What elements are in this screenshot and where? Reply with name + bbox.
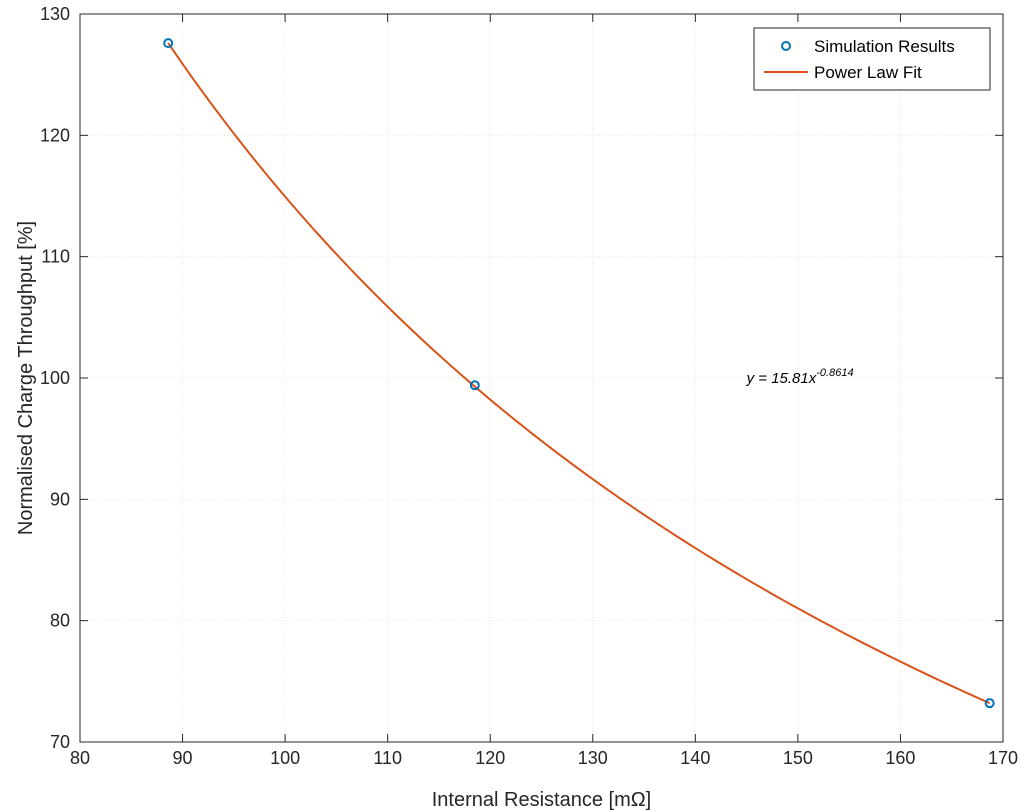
simulation-result-point	[984, 698, 995, 709]
y-tick-label: 70	[50, 732, 70, 752]
y-axis-title: Normalised Charge Throughput [%]	[15, 221, 37, 535]
x-tick-label: 130	[578, 748, 608, 768]
equation-main: y = 15.81x	[746, 370, 817, 387]
x-tick-label: 150	[783, 748, 813, 768]
y-tick-labels: 70 80 90 100 110 120 130	[40, 4, 70, 752]
x-axis-title: Internal Resistance [mΩ]	[432, 789, 651, 811]
legend-label-simulation-results: Simulation Results	[814, 37, 955, 56]
y-tick-label: 120	[40, 125, 70, 145]
axis-ticks	[79, 13, 1004, 743]
y-tick-label: 100	[40, 368, 70, 388]
series-layer	[163, 38, 995, 709]
x-tick-label: 90	[173, 748, 193, 768]
simulation-result-point	[469, 380, 480, 391]
x-tick-label: 80	[70, 748, 90, 768]
power-law-fit-line	[167, 42, 991, 705]
x-tick-label: 100	[270, 748, 300, 768]
legend-box	[753, 27, 991, 91]
equation-exponent: -0.8614	[816, 367, 853, 379]
x-tick-label: 160	[885, 748, 915, 768]
legend-label-power-law-fit: Power Law Fit	[814, 63, 922, 82]
y-tick-label: 110	[41, 247, 70, 267]
x-tick-label: 140	[680, 748, 710, 768]
x-tick-labels: 80 90 100 110 120 130 140 150 160 170	[70, 748, 1018, 768]
x-tick-label: 120	[475, 748, 505, 768]
simulation-result-point	[163, 38, 174, 49]
x-tick-label: 170	[988, 748, 1018, 768]
legend: Simulation Results Power Law Fit	[753, 27, 991, 91]
legend-marker-simulation-results	[781, 41, 791, 51]
y-tick-label: 90	[50, 489, 70, 509]
y-tick-label: 80	[50, 611, 70, 631]
equation-annotation: y = 15.81x-0.8614	[746, 367, 854, 387]
y-tick-label: 130	[40, 4, 70, 24]
x-tick-label: 110	[373, 748, 402, 768]
